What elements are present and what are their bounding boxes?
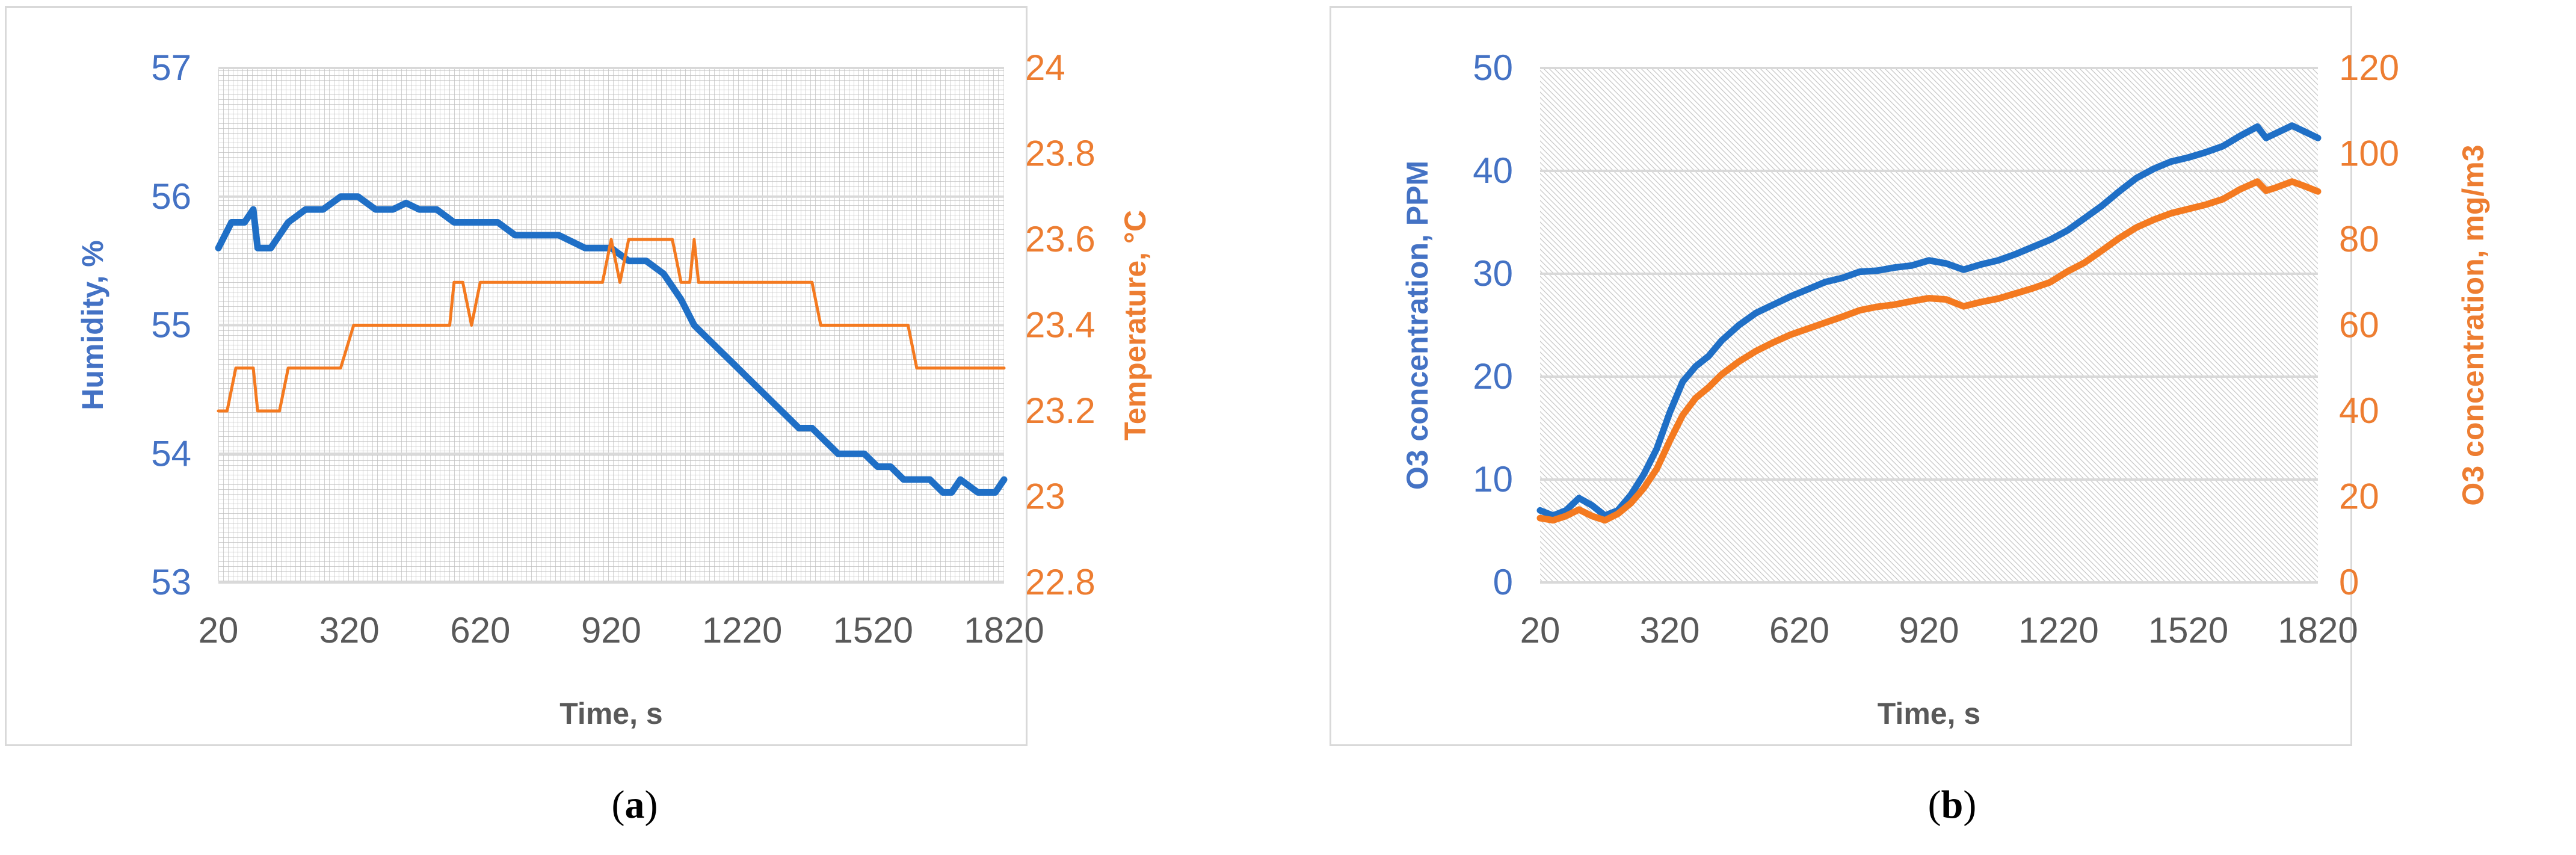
y-tick-label: 30 — [1473, 253, 1513, 294]
chart-a-svg: 53 54 55 56 57 22.8 23 23.2 23.4 23.6 23.8 24 20 320 6… — [76, 48, 1152, 730]
series-line-right-axis — [217, 238, 1006, 413]
x-tick-label: 20 — [1520, 610, 1561, 650]
y-axis-title: O3 concentration, PPM — [1400, 161, 1434, 490]
y-tick-label: 55 — [151, 305, 191, 345]
y2-tick-label: 23.6 — [1025, 219, 1095, 259]
label-letter: b — [1941, 783, 1964, 827]
y-tick-label: 50 — [1473, 48, 1513, 88]
y2-tick-label: 60 — [2339, 305, 2379, 345]
label-close: ) — [1963, 783, 1977, 827]
x-tick-label: 620 — [450, 610, 510, 650]
y-tick-label: 54 — [151, 433, 191, 474]
figure-label-b: (b) — [1892, 782, 2012, 828]
y2-tick-label: 20 — [2339, 477, 2379, 517]
y-tick-label: 10 — [1473, 459, 1513, 499]
x-tick-label: 1520 — [833, 610, 913, 650]
x-tick-label: 1820 — [964, 610, 1044, 650]
series-line-left-axis — [215, 193, 1008, 496]
x-tick-label: 1820 — [2278, 610, 2358, 650]
chart-panel-b: 0 10 20 30 40 50 0 20 40 60 80 100 120 20 320 620 920 122… — [1330, 6, 2490, 746]
y-tick-label: 56 — [151, 176, 191, 217]
label-open: ( — [611, 783, 625, 827]
y2-tick-label: 23.2 — [1025, 390, 1095, 431]
y2-tick-label: 0 — [2339, 562, 2359, 602]
y2-tick-label: 23.4 — [1025, 305, 1095, 345]
y2-tick-label: 80 — [2339, 219, 2379, 259]
x-axis-title: Time, s — [1878, 697, 1980, 730]
y-tick-label: 40 — [1473, 150, 1513, 191]
y-axis-title: Humidity, % — [76, 240, 109, 410]
label-open: ( — [1927, 783, 1941, 827]
x-tick-label: 920 — [1899, 610, 1959, 650]
chart-panel-a: 53 54 55 56 57 22.8 23 23.2 23.4 23.6 23.8 24 20 320 6… — [5, 6, 1152, 746]
figure-label-a: (a) — [575, 782, 695, 828]
y2-tick-label: 40 — [2339, 390, 2379, 431]
y2-tick-label: 23.8 — [1025, 134, 1095, 174]
y2-axis-title: Temperature, °C — [1118, 210, 1152, 440]
x-tick-label: 1220 — [702, 610, 782, 650]
y2-tick-label: 23 — [1025, 477, 1065, 517]
label-close: ) — [644, 783, 658, 827]
y-tick-label: 57 — [151, 48, 191, 88]
y-tick-label: 20 — [1473, 356, 1513, 397]
y2-tick-label: 120 — [2339, 48, 2399, 88]
y2-axis-title: O3 concentration, mg/m3 — [2456, 144, 2490, 505]
x-tick-label: 320 — [319, 610, 380, 650]
y2-tick-label: 100 — [2339, 134, 2399, 174]
x-tick-label: 920 — [581, 610, 641, 650]
plot-area-background — [1540, 68, 2318, 582]
y-tick-label: 53 — [151, 562, 191, 602]
x-tick-label: 320 — [1639, 610, 1699, 650]
series-line-right-axis — [1536, 178, 2322, 524]
y-tick-label: 0 — [1493, 562, 1513, 602]
x-tick-label: 1520 — [2148, 610, 2228, 650]
x-tick-label: 20 — [199, 610, 239, 650]
series-line-left-axis — [1536, 122, 2322, 519]
x-axis-title: Time, s — [559, 697, 662, 730]
x-tick-label: 620 — [1769, 610, 1829, 650]
x-tick-label: 1220 — [2018, 610, 2098, 650]
y2-tick-label: 24 — [1025, 48, 1065, 88]
y2-tick-label: 22.8 — [1025, 562, 1095, 602]
label-letter: a — [624, 783, 645, 827]
